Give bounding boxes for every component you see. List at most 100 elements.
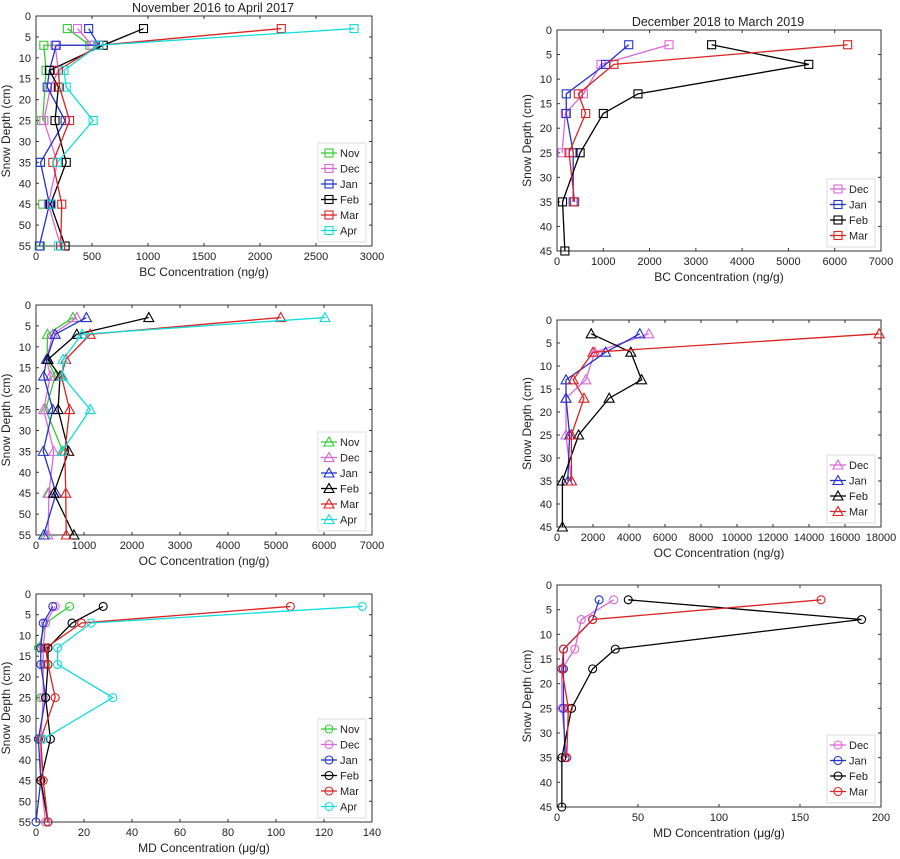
bc-left-xtick-label: 500 (83, 251, 101, 263)
md-left-point-jan (36, 659, 46, 670)
oc-right-legend-marker (832, 474, 844, 486)
md-right-series-feb (557, 595, 867, 812)
bc-left-ytick-label: 25 (19, 116, 31, 128)
md-left-series-apr (38, 601, 367, 744)
md-left-point-dec (38, 693, 48, 703)
md-left-xtick-label: 140 (363, 827, 381, 839)
bc-right-point-mar (570, 197, 580, 207)
bc-left-legend-marker (324, 194, 334, 205)
oc-left-point-mar (274, 311, 287, 323)
oc-left-point-jan (80, 311, 93, 323)
bc-right-ytick-label: 30 (540, 172, 552, 184)
oc-right-ytick-label: 35 (540, 476, 552, 488)
md-left-xtick-label: 40 (126, 827, 138, 839)
oc-left-xtick-label: 2000 (120, 540, 144, 552)
panels: 0 500 1000 1500 2000 2500 30000510152025303540… (0, 11, 896, 855)
md-right-xtick-label: 50 (632, 812, 644, 824)
oc-left-point-feb (42, 353, 54, 364)
oc-left-legend-label: Feb (340, 484, 359, 496)
oc-left-legend-marker (323, 435, 335, 447)
oc-left-point-dec (37, 403, 50, 415)
bc-left-point-feb (138, 23, 149, 34)
bc-left-ytick-label: 50 (19, 220, 31, 232)
bc-left-point-mar (276, 23, 286, 34)
oc-right-point-mar (587, 346, 599, 357)
md-right-xtick-label: 200 (872, 812, 890, 824)
oc-right-legend-marker (832, 489, 844, 501)
oc-left-point-apr (84, 403, 97, 415)
bc-left-legend-marker (324, 179, 334, 189)
oc-right-legend-marker (832, 458, 844, 470)
bc-left-legend-label: Feb (340, 195, 359, 207)
bc-left-line-apr (56, 27, 355, 163)
oc-right-xtick-label: 18000 (866, 532, 897, 544)
md-left-legend-marker (324, 786, 334, 796)
oc-left-legend: Nov Dec Jan Feb Mar Apr (317, 431, 367, 532)
bc-left-chart: 0 500 1000 1500 2000 2500 3000 0 5 10 15 20 25 30 35 40… (0, 11, 384, 279)
bc-left-ytick-label: 45 (19, 199, 31, 211)
md-right-line-mar (561, 599, 822, 758)
bc-right-point-feb (707, 40, 717, 50)
bc-right-point-feb (575, 148, 585, 158)
md-left-series-mar (36, 601, 295, 827)
md-left-legend-marker (324, 770, 334, 781)
bc-right-legend-marker (833, 230, 843, 241)
md-right-point-feb (557, 753, 567, 763)
oc-right-point-dec (642, 327, 655, 339)
oc-left-plot-frame (35, 304, 373, 536)
oc-right-series-dec (560, 327, 655, 486)
oc-left-point-dec (44, 369, 57, 381)
bc-right-ytick-label: 0 (546, 25, 552, 37)
bc-left-point-jan (84, 23, 94, 34)
oc-right-ytick-label: 0 (546, 315, 552, 327)
oc-left-point-feb (52, 403, 65, 415)
bc-right-xtick-label: 1000 (591, 256, 615, 268)
oc-left-ytick-label: 0 (25, 300, 31, 312)
oc-left-series-apr (55, 311, 331, 456)
bc-right-xtick-label: 0 (554, 256, 560, 268)
bc-right-legend-marker (833, 184, 843, 194)
bc-left-point-feb (50, 115, 60, 126)
md-left-point-jan (36, 643, 46, 653)
oc-left-point-jan (37, 369, 50, 381)
bc-left-series-feb (44, 23, 149, 251)
bc-left-point-mar (65, 115, 75, 126)
bc-left-ytick-label: 10 (19, 53, 31, 65)
md-left-xlabel: MD Concentration (μg/g) (138, 841, 270, 855)
bc-right-xlabel: BC Concentration (ng/g) (654, 270, 783, 284)
oc-left-xlabel: OC Concentration (ng/g) (139, 554, 270, 568)
oc-left-series-mar (55, 311, 287, 540)
oc-left-xtick-label: 3000 (168, 540, 192, 552)
md-right-line-feb (561, 599, 862, 807)
md-left-line-feb (40, 605, 104, 823)
oc-left-point-apr (55, 445, 68, 456)
bc-left-line-jan (38, 28, 100, 247)
oc-right-chart: 0 2000 4000 6000 8000 10000 12000 14000 16000 180… (520, 315, 896, 560)
md-left-legend-label: Nov (340, 724, 360, 736)
md-left-legend: Nov Dec Jan Feb Mar Apr (317, 718, 367, 819)
bc-right-chart: 0 1000 2000 3000 4000 5000 6000 7000 0 5 10 15 20 25 3… (520, 25, 893, 284)
md-right-ytick-label: 30 (540, 728, 552, 740)
oc-left-ytick-label: 35 (19, 446, 31, 458)
bc-left-xtick-label: 2500 (304, 251, 328, 263)
oc-left-legend-label: Nov (340, 437, 360, 449)
oc-right-legend: Dec Jan Feb Mar (826, 454, 876, 524)
bc-right-series-feb (558, 40, 814, 256)
md-left-ytick-label: 5 (25, 610, 31, 622)
bc-left-point-apr (59, 65, 69, 75)
bc-left-xtick-label: 1000 (136, 251, 160, 263)
bc-right-ytick-label: 25 (540, 148, 552, 160)
md-right-legend-label: Mar (849, 787, 868, 799)
bc-left-point-jan (42, 82, 52, 92)
bc-right-line-feb (561, 44, 809, 252)
oc-right-series-jan (560, 327, 646, 486)
oc-left-point-mar (59, 487, 72, 498)
md-right-xtick-label: 0 (554, 812, 560, 824)
md-left-point-feb (98, 601, 108, 611)
md-left-legend-marker (324, 739, 334, 750)
md-left-series-feb (36, 601, 108, 827)
bc-left-xtick-label: 1500 (192, 251, 216, 263)
md-left-point-mar (38, 775, 48, 786)
bc-right-xtick-label: 2000 (637, 256, 661, 268)
oc-right-ytick-label: 10 (540, 361, 552, 373)
